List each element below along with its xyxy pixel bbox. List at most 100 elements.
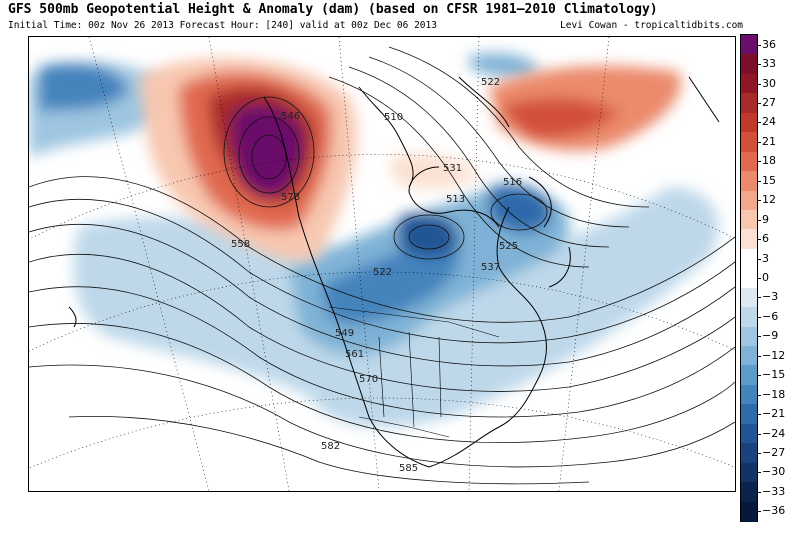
colorbar-swatch (741, 462, 757, 483)
contour-label: 546 (281, 111, 300, 122)
colorbar-label: −30 (762, 465, 786, 479)
colorbar-tick (757, 433, 761, 435)
colorbar-label: 15 (762, 173, 776, 187)
colorbar-swatch (741, 482, 757, 503)
colorbar-label: −18 (762, 387, 786, 401)
colorbar-label: 27 (762, 96, 776, 110)
colorbar-tick (757, 316, 761, 318)
colorbar-tick (757, 83, 761, 85)
colorbar-swatch (741, 443, 757, 464)
contour-label: 522 (373, 267, 392, 278)
colorbar-swatch (741, 54, 757, 75)
map-panel: 558 546 573 510 522 531 516 513 525 537 … (28, 36, 736, 492)
colorbar-label: −15 (762, 368, 786, 382)
colorbar-swatch (741, 501, 757, 522)
colorbar-label: −12 (762, 348, 786, 362)
political-borders (328, 306, 500, 438)
colorbar-tick (757, 258, 761, 260)
contour-label: 585 (399, 463, 418, 474)
contour-label: 537 (481, 262, 500, 273)
colorbar-tick (757, 64, 761, 66)
colorbar-label: −24 (762, 426, 786, 440)
colorbar-label: 18 (762, 154, 776, 168)
colorbar-label: 36 (762, 37, 776, 51)
colorbar-tick (757, 141, 761, 143)
contour-label: 522 (481, 77, 500, 88)
colorbar-tick (757, 180, 761, 182)
colorbar-swatch (741, 93, 757, 114)
contour-label: 531 (443, 163, 462, 174)
colorbar-swatch (741, 112, 757, 133)
colorbar-swatch (741, 248, 757, 269)
colorbar-swatch (741, 365, 757, 386)
colorbar-tick (757, 452, 761, 454)
colorbar-swatch (741, 35, 757, 55)
colorbar-swatch (741, 229, 757, 250)
colorbar-tick (757, 239, 761, 241)
colorbar-label: 24 (762, 115, 776, 129)
colorbar-label: 3 (762, 251, 769, 265)
colorbar-label: 9 (762, 212, 769, 226)
colorbar-tick (757, 394, 761, 396)
contour-label: 558 (231, 239, 250, 250)
colorbar-label: 33 (762, 57, 776, 71)
colorbar-swatch (741, 384, 757, 405)
anomaly-colorbar (740, 34, 758, 522)
colorbar-label: −9 (762, 329, 779, 343)
colorbar-tick (757, 297, 761, 299)
colorbar-label: −36 (762, 504, 786, 518)
height-anomaly-map: 558 546 573 510 522 531 516 513 525 537 … (29, 37, 735, 491)
colorbar-swatch (741, 404, 757, 425)
colorbar-swatch (741, 171, 757, 192)
colorbar-tick (757, 103, 761, 105)
contour-label: 516 (503, 177, 522, 188)
colorbar-swatch (741, 268, 757, 289)
map-credit: Levi Cowan - tropicaltidbits.com (560, 20, 744, 31)
colorbar-swatch (741, 423, 757, 444)
colorbar-tick (757, 161, 761, 163)
colorbar-label: −21 (762, 407, 786, 421)
map-title: GFS 500mb Geopotential Height & Anomaly … (8, 2, 658, 17)
lat-lon-grid (29, 37, 735, 491)
colorbar-tick (757, 491, 761, 493)
colorbar-swatch (741, 190, 757, 211)
colorbar-label: −27 (762, 445, 786, 459)
colorbar-tick (757, 511, 761, 513)
contour-label: 582 (321, 441, 340, 452)
colorbar-tick (757, 278, 761, 279)
contour-labels: 558 546 573 510 522 531 516 513 525 537 … (231, 77, 522, 474)
colorbar-swatch (741, 287, 757, 308)
height-contours (29, 46, 735, 485)
contour-label: 513 (446, 194, 465, 205)
colorbar-swatch (741, 209, 757, 230)
colorbar-label: 21 (762, 134, 776, 148)
colorbar-label: −3 (762, 290, 779, 304)
colorbar-label: 0 (762, 271, 769, 284)
colorbar-label: −33 (762, 484, 786, 498)
colorbar-tick (757, 200, 761, 202)
colorbar-label: 6 (762, 232, 769, 246)
colorbar-tick (757, 414, 761, 416)
negative-anomaly-shading (29, 52, 719, 428)
colorbar-swatch (741, 326, 757, 347)
map-subtitle: Initial Time: 00z Nov 26 2013 Forecast H… (8, 20, 437, 31)
colorbar-swatch (741, 346, 757, 367)
contour-label: 570 (359, 374, 378, 385)
colorbar-label: −6 (762, 309, 779, 323)
coastlines (68, 76, 720, 468)
contour-label: 549 (335, 328, 354, 339)
colorbar-tick (757, 472, 761, 474)
contour-label: 573 (281, 192, 300, 203)
colorbar-swatch (741, 151, 757, 172)
colorbar-swatch (741, 132, 757, 153)
colorbar-label: 12 (762, 193, 776, 207)
contour-label: 561 (345, 349, 364, 360)
colorbar-tick (757, 336, 761, 338)
colorbar-label: 30 (762, 76, 776, 90)
colorbar-tick (757, 122, 761, 124)
colorbar-swatch (741, 307, 757, 328)
colorbar-tick (757, 355, 761, 357)
colorbar-tick (757, 44, 761, 46)
colorbar-tick (757, 375, 761, 377)
contour-label: 510 (384, 112, 403, 123)
